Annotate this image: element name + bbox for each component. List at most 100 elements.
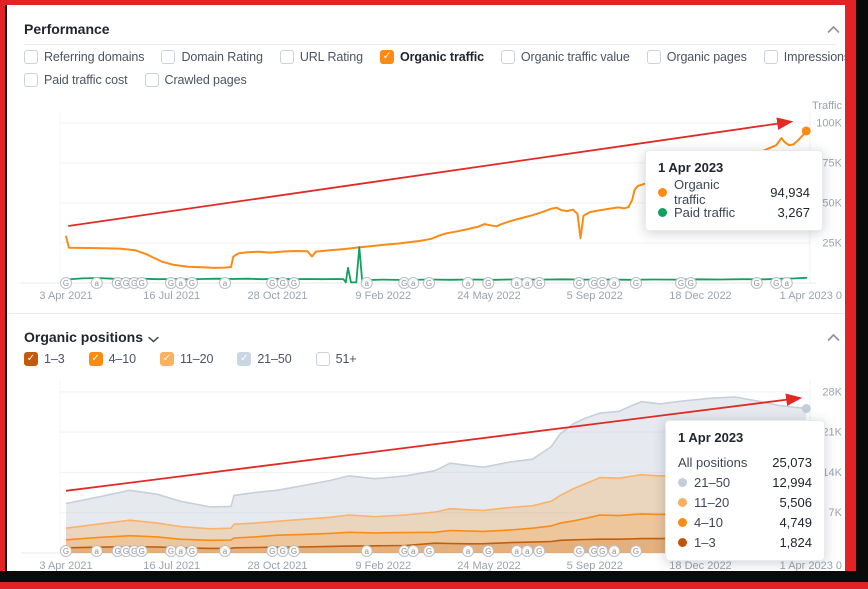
annotation-marker-G[interactable]: G (111, 277, 124, 289)
annotation-marker-G[interactable]: G (288, 545, 300, 557)
annotation-marker-a[interactable]: a (510, 545, 523, 557)
y-axis-tick: 75K (822, 157, 842, 169)
checkbox[interactable]: ✓ (88, 352, 103, 366)
annotation-marker-G[interactable]: G (684, 277, 697, 289)
annotation-marker-a[interactable]: a (174, 277, 187, 289)
svg-text:a: a (466, 547, 471, 556)
svg-text:G: G (63, 279, 69, 288)
annotation-marker-a[interactable]: a (360, 545, 373, 557)
annotation-marker-a[interactable]: a (780, 277, 793, 289)
checkbox[interactable] (144, 73, 159, 87)
annotation-marker-G[interactable]: G (266, 545, 279, 557)
filter-pos-51plus[interactable]: 51+ (315, 352, 357, 366)
filter-organic-traffic[interactable]: ✓ Organic traffic (379, 50, 484, 64)
filter-impressions[interactable]: Impressions (763, 50, 850, 64)
annotation-marker-G[interactable]: G (630, 277, 642, 289)
annotation-marker-G[interactable]: G (770, 277, 783, 289)
checkbox[interactable] (161, 50, 176, 64)
filter-pos-4-10[interactable]: ✓ 4–10 (88, 352, 136, 366)
chevron-down-icon[interactable] (148, 336, 159, 343)
annotation-marker-G[interactable]: G (186, 545, 198, 557)
checkbox[interactable] (646, 50, 661, 64)
annotation-marker-a[interactable]: a (360, 277, 373, 289)
annotation-marker-a[interactable]: a (90, 545, 103, 557)
svg-text:a: a (411, 547, 416, 556)
check-icon: ✓ (382, 51, 392, 62)
annotation-marker-G[interactable]: G (533, 545, 546, 557)
x-axis-tick: 24 May 2022 (457, 560, 521, 571)
y-axis-tick: 50K (822, 197, 842, 209)
legend-dot (678, 517, 687, 527)
annotation-marker-G[interactable]: G (276, 545, 289, 557)
annotation-marker-G[interactable]: G (533, 277, 546, 289)
y-axis-tick: 7K (829, 507, 843, 519)
annotation-marker-a[interactable]: a (521, 277, 534, 289)
annotation-marker-a[interactable]: a (608, 545, 621, 557)
annotation-marker-a[interactable]: a (521, 545, 534, 557)
checkbox[interactable]: ✓ (237, 352, 252, 366)
legend-dot (678, 497, 687, 507)
checkbox[interactable]: ✓ (159, 352, 174, 366)
annotation-marker-G[interactable]: G (596, 545, 609, 557)
filter-url-rating[interactable]: URL Rating (279, 50, 363, 64)
annotation-marker-a[interactable]: a (462, 545, 474, 557)
checkbox[interactable] (279, 50, 294, 64)
annotation-marker-G[interactable]: G (135, 545, 148, 557)
filter-label: Referring domains (44, 50, 145, 64)
annotation-marker-a[interactable]: a (174, 545, 187, 557)
annotation-marker-G[interactable]: G (482, 545, 495, 557)
y-axis-tick: 25K (822, 237, 842, 249)
filter-domain-rating[interactable]: Domain Rating (161, 50, 263, 64)
svg-text:G: G (269, 547, 275, 556)
annotation-marker-G[interactable]: G (60, 277, 72, 289)
filter-organic-traffic-value[interactable]: Organic traffic value (500, 50, 630, 64)
y-axis-tick: 100K (816, 117, 842, 129)
x-axis-tick: 18 Dec 2022 (669, 290, 731, 302)
annotation-marker-G[interactable]: G (423, 277, 435, 289)
annotation-marker-G[interactable]: G (60, 545, 72, 557)
filter-crawled-pages[interactable]: Crawled pages (144, 73, 247, 87)
filter-pos-21-50[interactable]: ✓ 21–50 (237, 352, 292, 366)
annotation-marker-G[interactable]: G (135, 277, 148, 289)
tooltip-label: All positions (678, 454, 748, 470)
annotation-marker-a[interactable]: a (219, 545, 231, 557)
annotation-marker-a[interactable]: a (407, 277, 420, 289)
annotation-marker-G[interactable]: G (675, 277, 687, 289)
annotation-marker-G[interactable]: G (482, 277, 495, 289)
annotation-marker-G[interactable]: G (573, 545, 585, 557)
checkbox[interactable]: ✓ (379, 50, 394, 64)
annotation-marker-G[interactable]: G (276, 277, 289, 289)
filter-organic-pages[interactable]: Organic pages (646, 50, 747, 64)
annotation-marker-a[interactable]: a (462, 277, 474, 289)
checkbox[interactable]: ✓ (24, 352, 38, 366)
x-axis-tick: 9 Feb 2022 (355, 290, 411, 302)
checkbox[interactable] (763, 50, 778, 64)
collapse-chevron-up-icon[interactable] (827, 25, 840, 34)
annotation-marker-G[interactable]: G (423, 545, 435, 557)
checkbox[interactable] (315, 352, 330, 366)
annotation-marker-a[interactable]: a (510, 277, 523, 289)
annotation-marker-a[interactable]: a (219, 277, 231, 289)
annotation-marker-G[interactable]: G (288, 277, 300, 289)
annotation-marker-G[interactable]: G (630, 545, 642, 557)
annotation-marker-a[interactable]: a (608, 277, 621, 289)
filter-pos-1-3[interactable]: ✓ 1–3 (24, 352, 65, 366)
annotation-marker-G[interactable]: G (596, 277, 609, 289)
annotation-marker-G[interactable]: G (573, 277, 585, 289)
annotation-marker-G[interactable]: G (186, 277, 198, 289)
checkbox[interactable] (24, 50, 38, 64)
checkbox[interactable] (500, 50, 515, 64)
annotation-marker-a[interactable]: a (90, 277, 103, 289)
x-axis-tick: 28 Oct 2021 (248, 290, 308, 302)
checkbox[interactable] (24, 73, 38, 87)
collapse-chevron-up-icon[interactable] (827, 333, 840, 342)
annotation-marker-a[interactable]: a (407, 545, 420, 557)
filter-pos-11-20[interactable]: ✓ 11–20 (159, 352, 213, 366)
annotation-marker-G[interactable]: G (266, 277, 279, 289)
svg-text:a: a (179, 547, 184, 556)
annotation-marker-G[interactable]: G (750, 277, 763, 289)
filter-paid-traffic-cost[interactable]: Paid traffic cost (24, 73, 128, 87)
filter-label: 1–3 (44, 352, 65, 366)
filter-referring-domains[interactable]: Referring domains (24, 50, 145, 64)
